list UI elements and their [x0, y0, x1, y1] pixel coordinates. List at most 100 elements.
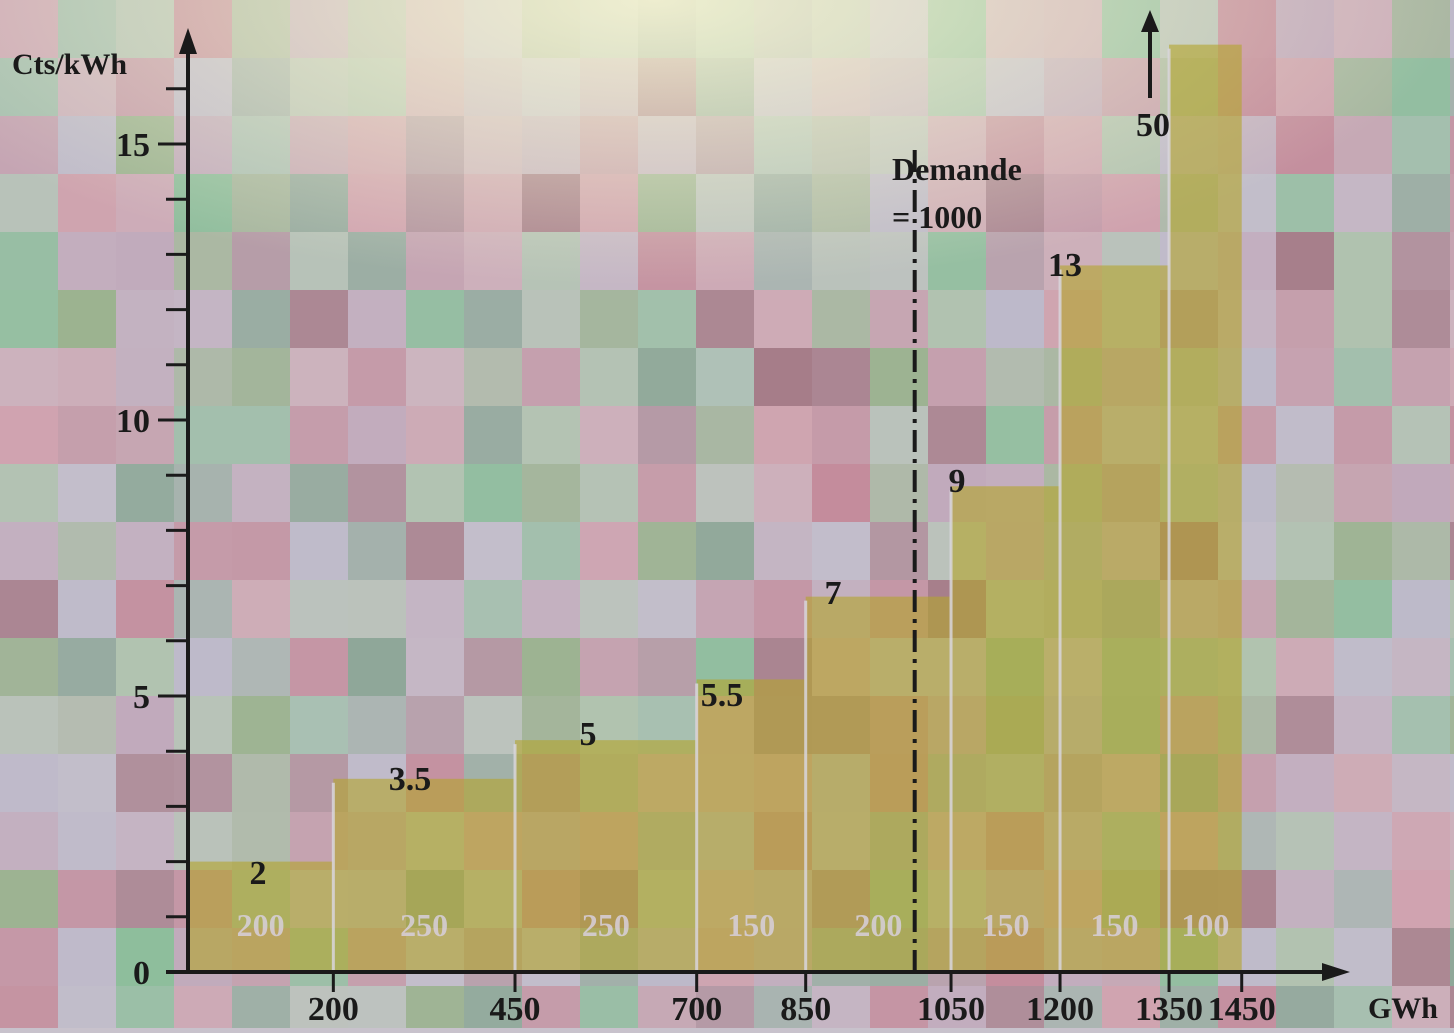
x-tick-label: 850 [780, 991, 831, 1028]
background-tile [1392, 928, 1450, 986]
background-tile [58, 522, 116, 580]
background-tile [754, 986, 812, 1033]
background-tile [464, 986, 522, 1033]
background-tile [116, 870, 174, 928]
background-tile [1334, 638, 1392, 696]
background-tile [116, 986, 174, 1033]
x-tick-label: 1200 [1026, 991, 1094, 1028]
bar-price-label: 5 [580, 716, 597, 753]
background-tile [1392, 696, 1450, 754]
background-tile [1392, 638, 1450, 696]
background-tile [290, 522, 348, 580]
background-tile [232, 638, 290, 696]
background-tile [232, 986, 290, 1033]
background-tile [348, 522, 406, 580]
background-tile [986, 986, 1044, 1033]
background-tile [406, 638, 464, 696]
background-tile [348, 638, 406, 696]
background-tile [580, 638, 638, 696]
x-tick-label: 450 [490, 991, 541, 1028]
bar-price-label: 3.5 [389, 761, 432, 798]
background-tile [1450, 986, 1454, 1033]
bar-7 [1060, 265, 1170, 972]
background-tile [290, 638, 348, 696]
background-tile [1276, 986, 1334, 1033]
background-tile [812, 522, 870, 580]
y-tick-label: 5 [133, 679, 150, 716]
background-tile [580, 522, 638, 580]
axes-group [158, 28, 1350, 992]
background-tile [348, 580, 406, 638]
background-tile [870, 522, 928, 580]
bar-price-label: 2 [250, 855, 267, 892]
background-tile [464, 696, 522, 754]
y-tick-label: 15 [116, 127, 150, 164]
background-tile [1450, 696, 1454, 754]
background-tile [464, 638, 522, 696]
background-tile [522, 986, 580, 1033]
demand-label: Demande [892, 151, 1022, 187]
background-tile [174, 986, 232, 1033]
background-tile [174, 580, 232, 638]
background-tile [928, 986, 986, 1033]
background-tile [1392, 754, 1450, 812]
background-tile [174, 754, 232, 812]
background-tile [464, 580, 522, 638]
y-axis-arrow [179, 28, 197, 54]
background-tile [1450, 928, 1454, 986]
background-tile [348, 696, 406, 754]
background-tile [1450, 754, 1454, 812]
background-tile [580, 986, 638, 1033]
background-tile [58, 986, 116, 1033]
background-tile [406, 986, 464, 1033]
background-tile [0, 928, 58, 986]
background-tile [406, 696, 464, 754]
background-tile [58, 696, 116, 754]
background-tile [1450, 638, 1454, 696]
background-tile [232, 754, 290, 812]
bar-1 [188, 861, 334, 972]
background-tile [638, 580, 696, 638]
background-tile [1334, 580, 1392, 638]
x-tick-label: 1450 [1208, 991, 1276, 1028]
bar-5 [805, 596, 952, 972]
background-tile [232, 522, 290, 580]
background-tile [1450, 812, 1454, 870]
background-tile [1392, 870, 1450, 928]
y-tick-label: 10 [116, 403, 150, 440]
background-tile [1334, 696, 1392, 754]
background-tile [522, 638, 580, 696]
off-scale-arrow-head [1141, 10, 1159, 32]
background-tile [638, 522, 696, 580]
background-tile [116, 580, 174, 638]
bar-8 [1169, 44, 1242, 972]
background-tile [1334, 870, 1392, 928]
bar-capacity-label: 200 [237, 907, 285, 943]
background-tile [116, 522, 174, 580]
x-tick-label: 700 [671, 991, 722, 1028]
background-tile [0, 812, 58, 870]
background-tile [1392, 986, 1450, 1033]
bar-6 [951, 486, 1061, 972]
background-tile [232, 696, 290, 754]
bar-price-label: 50 [1136, 107, 1170, 144]
background-tile [116, 638, 174, 696]
bar-price-label: 5.5 [701, 677, 744, 714]
background-tile [580, 580, 638, 638]
background-tile [1392, 522, 1450, 580]
background-tile [58, 812, 116, 870]
background-tile [638, 986, 696, 1033]
background-tile [0, 754, 58, 812]
bar-capacity-label: 250 [582, 907, 630, 943]
bar-capacity-label: 150 [982, 907, 1030, 943]
background-tile [1392, 812, 1450, 870]
background-tile [116, 754, 174, 812]
background-tile [1450, 522, 1454, 580]
bar-3 [515, 740, 697, 972]
background-tile [522, 580, 580, 638]
background-tile [1450, 870, 1454, 928]
background-tile [232, 580, 290, 638]
background-tile [116, 812, 174, 870]
